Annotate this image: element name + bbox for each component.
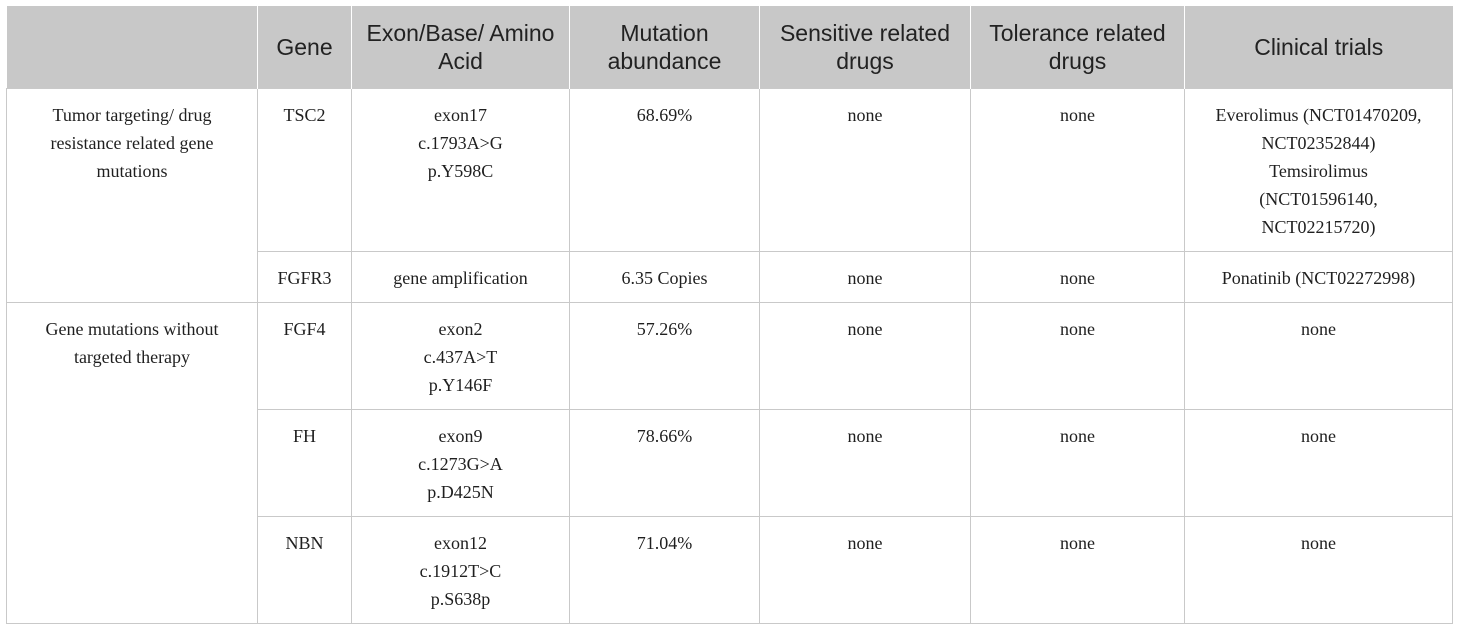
sensitive-drugs-cell: none [759, 251, 971, 303]
table-row: FH exon9 c.1273G>A p.D425N 78.66% none n… [7, 409, 1453, 517]
variant-line: exon2 [438, 319, 483, 339]
variant-line: p.Y598C [427, 161, 494, 181]
trial-line: none [1301, 319, 1336, 339]
tolerance-drugs-cell: none [970, 251, 1185, 303]
variant-cell: exon17 c.1793A>G p.Y598C [351, 88, 570, 252]
gene-cell: TSC2 [257, 88, 352, 252]
variant-line: exon12 [434, 533, 487, 553]
clinical-trials-cell: Ponatinib (NCT02272998) [1184, 251, 1453, 303]
header-gene: Gene [257, 6, 352, 89]
tolerance-drugs-cell: none [970, 88, 1185, 252]
abundance-cell: 78.66% [569, 409, 760, 517]
tolerance-drugs-cell: none [970, 409, 1185, 517]
variant-line: p.S638p [430, 589, 491, 609]
sensitive-drugs-cell: none [759, 302, 971, 410]
header-category [6, 6, 258, 89]
variant-line: c.437A>T [423, 347, 498, 367]
variant-line: c.1273G>A [418, 454, 503, 474]
tolerance-drugs-cell: none [970, 302, 1185, 410]
trial-line: NCT02215720) [1261, 217, 1376, 237]
clinical-trials-cell: none [1184, 302, 1453, 410]
sensitive-drugs-cell: none [759, 88, 971, 252]
variant-line: c.1793A>G [418, 133, 503, 153]
tolerance-drugs-cell: none [970, 516, 1185, 624]
clinical-trials-cell: Everolimus (NCT01470209, NCT02352844) Te… [1184, 88, 1453, 252]
trial-line: Everolimus (NCT01470209, [1215, 105, 1422, 125]
group-label: Gene mutations without targeted therapy [6, 302, 258, 624]
header-tolerance-drugs: Tolerance related drugs [970, 6, 1185, 89]
gene-cell: FGF4 [257, 302, 352, 410]
clinical-trials-cell: none [1184, 516, 1453, 624]
variant-cell: gene amplification [351, 251, 570, 303]
variant-line: exon17 [434, 105, 487, 125]
table-row: FGFR3 gene amplification 6.35 Copies non… [7, 251, 1453, 303]
table-row: Gene mutations without targeted therapy … [6, 302, 1453, 624]
sensitive-drugs-cell: none [759, 409, 971, 517]
variant-cell: exon2 c.437A>T p.Y146F [351, 302, 570, 410]
table-body: Tumor targeting/ drug resistance related… [6, 88, 1453, 624]
gene-cell: NBN [257, 516, 352, 624]
variant-line: p.Y146F [428, 375, 493, 395]
header-sensitive-drugs: Sensitive related drugs [759, 6, 971, 89]
header-mutation-abundance: Mutation abundance [569, 6, 760, 89]
variant-line: c.1912T>C [419, 561, 502, 581]
trial-line: (NCT01596140, [1259, 189, 1378, 209]
abundance-cell: 71.04% [569, 516, 760, 624]
trial-line: Temsirolimus [1269, 161, 1368, 181]
abundance-cell: 57.26% [569, 302, 760, 410]
trial-line: NCT02352844) [1261, 133, 1376, 153]
trial-line: none [1301, 533, 1336, 553]
table-row: NBN exon12 c.1912T>C p.S638p 71.04% none… [7, 516, 1453, 624]
trial-line: Ponatinib (NCT02272998) [1221, 268, 1416, 288]
trial-line: none [1301, 426, 1336, 446]
group-label: Tumor targeting/ drug resistance related… [6, 88, 258, 303]
clinical-trials-cell: none [1184, 409, 1453, 517]
table-header: Gene Exon/Base/ Amino Acid Mutation abun… [6, 6, 1453, 89]
variant-cell: exon12 c.1912T>C p.S638p [351, 516, 570, 624]
variant-line: p.D425N [427, 482, 494, 502]
mutation-table: Gene Exon/Base/ Amino Acid Mutation abun… [6, 6, 1453, 624]
sensitive-drugs-cell: none [759, 516, 971, 624]
gene-cell: FH [257, 409, 352, 517]
variant-line: exon9 [438, 426, 483, 446]
header-exon-base-amino-acid: Exon/Base/ Amino Acid [351, 6, 570, 89]
header-row: Gene Exon/Base/ Amino Acid Mutation abun… [6, 6, 1453, 89]
abundance-cell: 68.69% [569, 88, 760, 252]
variant-line: gene amplification [393, 268, 528, 288]
variant-cell: exon9 c.1273G>A p.D425N [351, 409, 570, 517]
gene-cell: FGFR3 [257, 251, 352, 303]
header-clinical-trials: Clinical trials [1184, 6, 1453, 89]
table-row: Tumor targeting/ drug resistance related… [6, 88, 1453, 303]
abundance-cell: 6.35 Copies [569, 251, 760, 303]
